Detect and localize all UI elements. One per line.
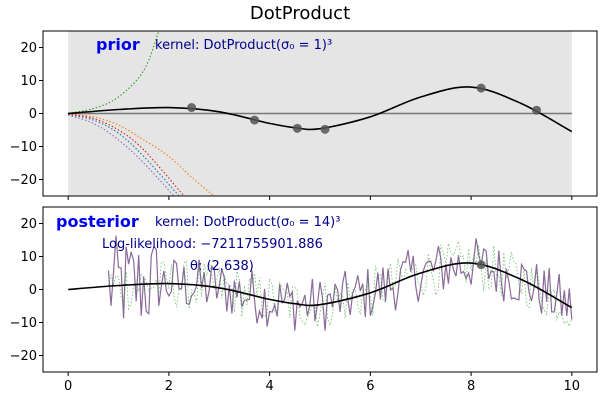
prior-mean-line <box>68 86 573 133</box>
posterior-kernel-text: kernel: DotProduct(σ₀ = 14)³ <box>155 215 340 230</box>
prior-sample-1 <box>68 31 160 114</box>
prior-kernel-text: kernel: DotProduct(σ₀ = 1)³ <box>155 38 332 53</box>
observation-point <box>187 103 197 113</box>
prior-sample-2 <box>68 113 215 196</box>
prior-label: prior <box>96 35 140 54</box>
x-tick-label: 4 <box>265 379 273 394</box>
posterior-marks <box>68 235 573 331</box>
observation-point <box>532 105 542 115</box>
posterior-samples <box>107 235 573 331</box>
observation-point <box>476 260 486 270</box>
x-tick-label: 10 <box>564 379 581 394</box>
x-tick-label: 8 <box>467 379 475 394</box>
theta-text: θ: (2.638) <box>190 259 254 274</box>
y-tick-label: 20 <box>20 217 37 232</box>
prior-plot-area: −20 −10 0 10 20 <box>10 30 598 200</box>
observation-point <box>292 123 302 133</box>
y-tick-label: −20 <box>10 173 37 188</box>
x-tick-label: 6 <box>366 379 374 394</box>
y-tick-label: −20 <box>10 349 37 364</box>
observation-point <box>250 115 260 125</box>
posterior-panel: −20 −10 0 10 20 0 2 4 6 8 10 posterior kernel: Dot… <box>10 206 598 394</box>
y-tick-label: 10 <box>20 250 37 265</box>
x-tick-label: 0 <box>64 379 72 394</box>
chart-title: DotProduct <box>250 3 350 24</box>
y-tick-label: 0 <box>29 107 37 122</box>
prior-sample-4 <box>68 114 175 196</box>
observation-point <box>320 124 330 134</box>
posterior-plot-area: −20 −10 0 10 20 0 2 4 6 8 10 <box>10 206 598 394</box>
y-tick-label: −10 <box>10 140 37 155</box>
y-tick-label: 10 <box>20 74 37 89</box>
y-tick-label: 0 <box>29 283 37 298</box>
posterior-axes-frame <box>42 206 598 373</box>
y-tick-label: −10 <box>10 316 37 331</box>
log-likelihood-text: Log-likelihood: −7211755901.886 <box>102 237 323 252</box>
observation-point <box>476 83 486 93</box>
prior-panel: −20 −10 0 10 20 prior kernel: DotProduct(σ₀ … <box>10 30 598 200</box>
prior-marks <box>68 31 573 196</box>
x-tick-label: 2 <box>165 379 173 394</box>
y-tick-label: 20 <box>20 41 37 56</box>
prior-sample-5 <box>68 113 185 196</box>
posterior-mean-line <box>68 262 573 309</box>
posterior-label: posterior <box>56 212 139 231</box>
